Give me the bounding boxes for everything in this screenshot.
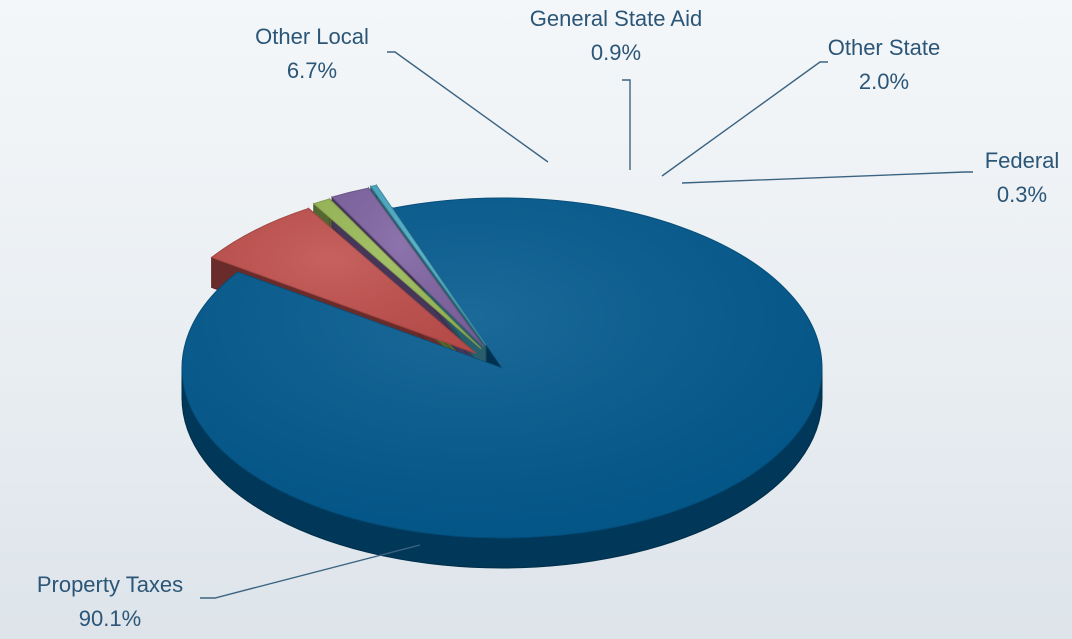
- value-label-other-local: 6.7%: [287, 58, 337, 83]
- label-other-local: Other Local: [255, 24, 369, 49]
- value-label-federal: 0.3%: [997, 182, 1047, 207]
- slice-highlight-property-taxes: [181, 197, 822, 538]
- label-property-taxes: Property Taxes: [37, 572, 183, 597]
- slice-highlight-other-local: [211, 208, 476, 354]
- leader-line-other-state: [661, 61, 828, 177]
- slice-highlight-federal: [370, 185, 486, 346]
- label-federal: Federal: [985, 148, 1060, 173]
- slice-highlight-other-state: [332, 188, 484, 347]
- leader-line-federal: [681, 171, 973, 184]
- slice-highlight-general-state-aid: [313, 198, 482, 349]
- value-label-other-state: 2.0%: [859, 69, 909, 94]
- leader-line-general-state-aid: [622, 79, 631, 170]
- leader-line-property-taxes: [200, 544, 421, 599]
- label-other-state: Other State: [828, 35, 941, 60]
- label-general-state-aid: General State Aid: [530, 6, 702, 31]
- leader-line-other-local: [387, 51, 549, 163]
- value-label-general-state-aid: 0.9%: [591, 40, 641, 65]
- value-label-property-taxes: 90.1%: [79, 606, 141, 631]
